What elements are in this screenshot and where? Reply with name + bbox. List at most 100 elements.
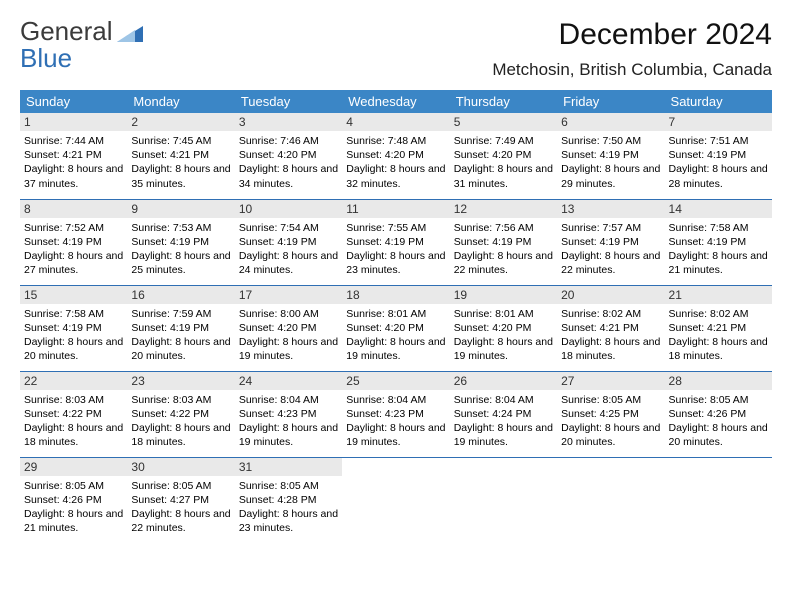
weekday-header: Monday bbox=[127, 90, 234, 113]
day-info: Sunrise: 8:03 AMSunset: 4:22 PMDaylight:… bbox=[24, 393, 123, 450]
day-number: 22 bbox=[20, 372, 127, 390]
day-cell: 23Sunrise: 8:03 AMSunset: 4:22 PMDayligh… bbox=[127, 371, 234, 457]
daylight-text: Daylight: 8 hours and 29 minutes. bbox=[561, 162, 660, 190]
sunrise-text: Sunrise: 8:03 AM bbox=[24, 393, 123, 407]
weekday-header: Tuesday bbox=[235, 90, 342, 113]
title-block: December 2024 Metchosin, British Columbi… bbox=[492, 18, 772, 80]
calendar-table: Sunday Monday Tuesday Wednesday Thursday… bbox=[20, 90, 772, 543]
day-cell: 27Sunrise: 8:05 AMSunset: 4:25 PMDayligh… bbox=[557, 371, 664, 457]
week-row: 8Sunrise: 7:52 AMSunset: 4:19 PMDaylight… bbox=[20, 199, 772, 285]
location-subtitle: Metchosin, British Columbia, Canada bbox=[492, 60, 772, 80]
sunset-text: Sunset: 4:26 PM bbox=[24, 493, 123, 507]
sunrise-text: Sunrise: 8:05 AM bbox=[669, 393, 768, 407]
sunrise-text: Sunrise: 7:56 AM bbox=[454, 221, 553, 235]
day-info: Sunrise: 8:02 AMSunset: 4:21 PMDaylight:… bbox=[669, 307, 768, 364]
daylight-text: Daylight: 8 hours and 22 minutes. bbox=[561, 249, 660, 277]
day-cell: 21 Sunrise: 8:02 AMSunset: 4:21 PMDayligh… bbox=[665, 285, 772, 371]
day-number: 3 bbox=[235, 113, 342, 131]
daylight-text: Daylight: 8 hours and 34 minutes. bbox=[239, 162, 338, 190]
sunrise-text: Sunrise: 7:57 AM bbox=[561, 221, 660, 235]
month-title: December 2024 bbox=[492, 18, 772, 52]
sunrise-text: Sunrise: 7:58 AM bbox=[24, 307, 123, 321]
weekday-header: Saturday bbox=[665, 90, 772, 113]
day-cell: .. bbox=[450, 457, 557, 543]
day-number: 15 bbox=[20, 286, 127, 304]
sunrise-text: Sunrise: 8:00 AM bbox=[239, 307, 338, 321]
sunrise-text: Sunrise: 7:59 AM bbox=[131, 307, 230, 321]
day-info: Sunrise: 7:46 AMSunset: 4:20 PMDaylight:… bbox=[239, 134, 338, 191]
sunset-text: Sunset: 4:26 PM bbox=[669, 407, 768, 421]
day-cell: .. bbox=[342, 457, 449, 543]
day-cell: 19Sunrise: 8:01 AMSunset: 4:20 PMDayligh… bbox=[450, 285, 557, 371]
sunrise-text: Sunrise: 7:52 AM bbox=[24, 221, 123, 235]
sunrise-text: Sunrise: 8:05 AM bbox=[561, 393, 660, 407]
day-cell: 10Sunrise: 7:54 AMSunset: 4:19 PMDayligh… bbox=[235, 199, 342, 285]
daylight-text: Daylight: 8 hours and 18 minutes. bbox=[669, 335, 768, 363]
day-cell: 24 Sunrise: 8:04 AMSunset: 4:23 PMDayligh… bbox=[235, 371, 342, 457]
day-info: Sunrise: 8:04 AMSunset: 4:23 PMDaylight:… bbox=[346, 393, 445, 450]
day-cell: 20Sunrise: 8:02 AMSunset: 4:21 PMDayligh… bbox=[557, 285, 664, 371]
sunrise-text: Sunrise: 8:04 AM bbox=[239, 393, 338, 407]
header: General Blue December 2024 Metchosin, Br… bbox=[20, 18, 772, 80]
sunrise-text: Sunrise: 8:05 AM bbox=[131, 479, 230, 493]
day-number: 1 bbox=[20, 113, 127, 131]
daylight-text: Daylight: 8 hours and 20 minutes. bbox=[561, 421, 660, 449]
sunset-text: Sunset: 4:22 PM bbox=[131, 407, 230, 421]
sunset-text: Sunset: 4:19 PM bbox=[24, 235, 123, 249]
day-info: Sunrise: 7:58 AMSunset: 4:19 PMDaylight:… bbox=[669, 221, 768, 278]
day-cell: 18Sunrise: 8:01 AMSunset: 4:20 PMDayligh… bbox=[342, 285, 449, 371]
sunset-text: Sunset: 4:23 PM bbox=[239, 407, 338, 421]
sunset-text: Sunset: 4:25 PM bbox=[561, 407, 660, 421]
sunrise-text: Sunrise: 7:55 AM bbox=[346, 221, 445, 235]
sunset-text: Sunset: 4:19 PM bbox=[454, 235, 553, 249]
daylight-text: Daylight: 8 hours and 19 minutes. bbox=[454, 335, 553, 363]
day-number: 28 bbox=[665, 372, 772, 390]
day-cell: 29Sunrise: 8:05 AMSunset: 4:26 PMDayligh… bbox=[20, 457, 127, 543]
weekday-header-row: Sunday Monday Tuesday Wednesday Thursday… bbox=[20, 90, 772, 113]
sunset-text: Sunset: 4:21 PM bbox=[131, 148, 230, 162]
day-info: Sunrise: 8:05 AMSunset: 4:26 PMDaylight:… bbox=[24, 479, 123, 536]
day-info: Sunrise: 8:04 AMSunset: 4:24 PMDaylight:… bbox=[454, 393, 553, 450]
day-cell: 17Sunrise: 8:00 AMSunset: 4:20 PMDayligh… bbox=[235, 285, 342, 371]
day-info: Sunrise: 8:04 AMSunset: 4:23 PMDaylight:… bbox=[239, 393, 338, 450]
daylight-text: Daylight: 8 hours and 28 minutes. bbox=[669, 162, 768, 190]
daylight-text: Daylight: 8 hours and 35 minutes. bbox=[131, 162, 230, 190]
sunrise-text: Sunrise: 7:49 AM bbox=[454, 134, 553, 148]
daylight-text: Daylight: 8 hours and 20 minutes. bbox=[131, 335, 230, 363]
day-cell: 12Sunrise: 7:56 AMSunset: 4:19 PMDayligh… bbox=[450, 199, 557, 285]
sunset-text: Sunset: 4:20 PM bbox=[346, 148, 445, 162]
day-info: Sunrise: 8:03 AMSunset: 4:22 PMDaylight:… bbox=[131, 393, 230, 450]
sunset-text: Sunset: 4:19 PM bbox=[669, 148, 768, 162]
day-info: Sunrise: 7:52 AMSunset: 4:19 PMDaylight:… bbox=[24, 221, 123, 278]
day-info: Sunrise: 7:44 AMSunset: 4:21 PMDaylight:… bbox=[24, 134, 123, 191]
day-info: Sunrise: 7:58 AMSunset: 4:19 PMDaylight:… bbox=[24, 307, 123, 364]
day-number: 26 bbox=[450, 372, 557, 390]
sunset-text: Sunset: 4:19 PM bbox=[669, 235, 768, 249]
day-number: 24 bbox=[235, 372, 342, 390]
daylight-text: Daylight: 8 hours and 23 minutes. bbox=[346, 249, 445, 277]
day-info: Sunrise: 7:56 AMSunset: 4:19 PMDaylight:… bbox=[454, 221, 553, 278]
day-number: 20 bbox=[557, 286, 664, 304]
sunset-text: Sunset: 4:20 PM bbox=[454, 148, 553, 162]
day-cell: 5Sunrise: 7:49 AMSunset: 4:20 PMDaylight… bbox=[450, 113, 557, 199]
logo-line1: General bbox=[20, 16, 113, 46]
daylight-text: Daylight: 8 hours and 19 minutes. bbox=[346, 335, 445, 363]
sunset-text: Sunset: 4:19 PM bbox=[561, 148, 660, 162]
sunset-text: Sunset: 4:23 PM bbox=[346, 407, 445, 421]
day-number: 8 bbox=[20, 200, 127, 218]
sunset-text: Sunset: 4:21 PM bbox=[669, 321, 768, 335]
sunset-text: Sunset: 4:21 PM bbox=[24, 148, 123, 162]
week-row: 29Sunrise: 8:05 AMSunset: 4:26 PMDayligh… bbox=[20, 457, 772, 543]
day-number: 10 bbox=[235, 200, 342, 218]
day-info: Sunrise: 8:00 AMSunset: 4:20 PMDaylight:… bbox=[239, 307, 338, 364]
daylight-text: Daylight: 8 hours and 37 minutes. bbox=[24, 162, 123, 190]
day-info: Sunrise: 7:51 AMSunset: 4:19 PMDaylight:… bbox=[669, 134, 768, 191]
sunrise-text: Sunrise: 8:01 AM bbox=[346, 307, 445, 321]
sunset-text: Sunset: 4:20 PM bbox=[239, 321, 338, 335]
day-cell: 30Sunrise: 8:05 AMSunset: 4:27 PMDayligh… bbox=[127, 457, 234, 543]
day-number: 21 bbox=[665, 286, 772, 304]
daylight-text: Daylight: 8 hours and 25 minutes. bbox=[131, 249, 230, 277]
day-info: Sunrise: 8:05 AMSunset: 4:27 PMDaylight:… bbox=[131, 479, 230, 536]
sunrise-text: Sunrise: 7:48 AM bbox=[346, 134, 445, 148]
logo: General Blue bbox=[20, 18, 145, 73]
